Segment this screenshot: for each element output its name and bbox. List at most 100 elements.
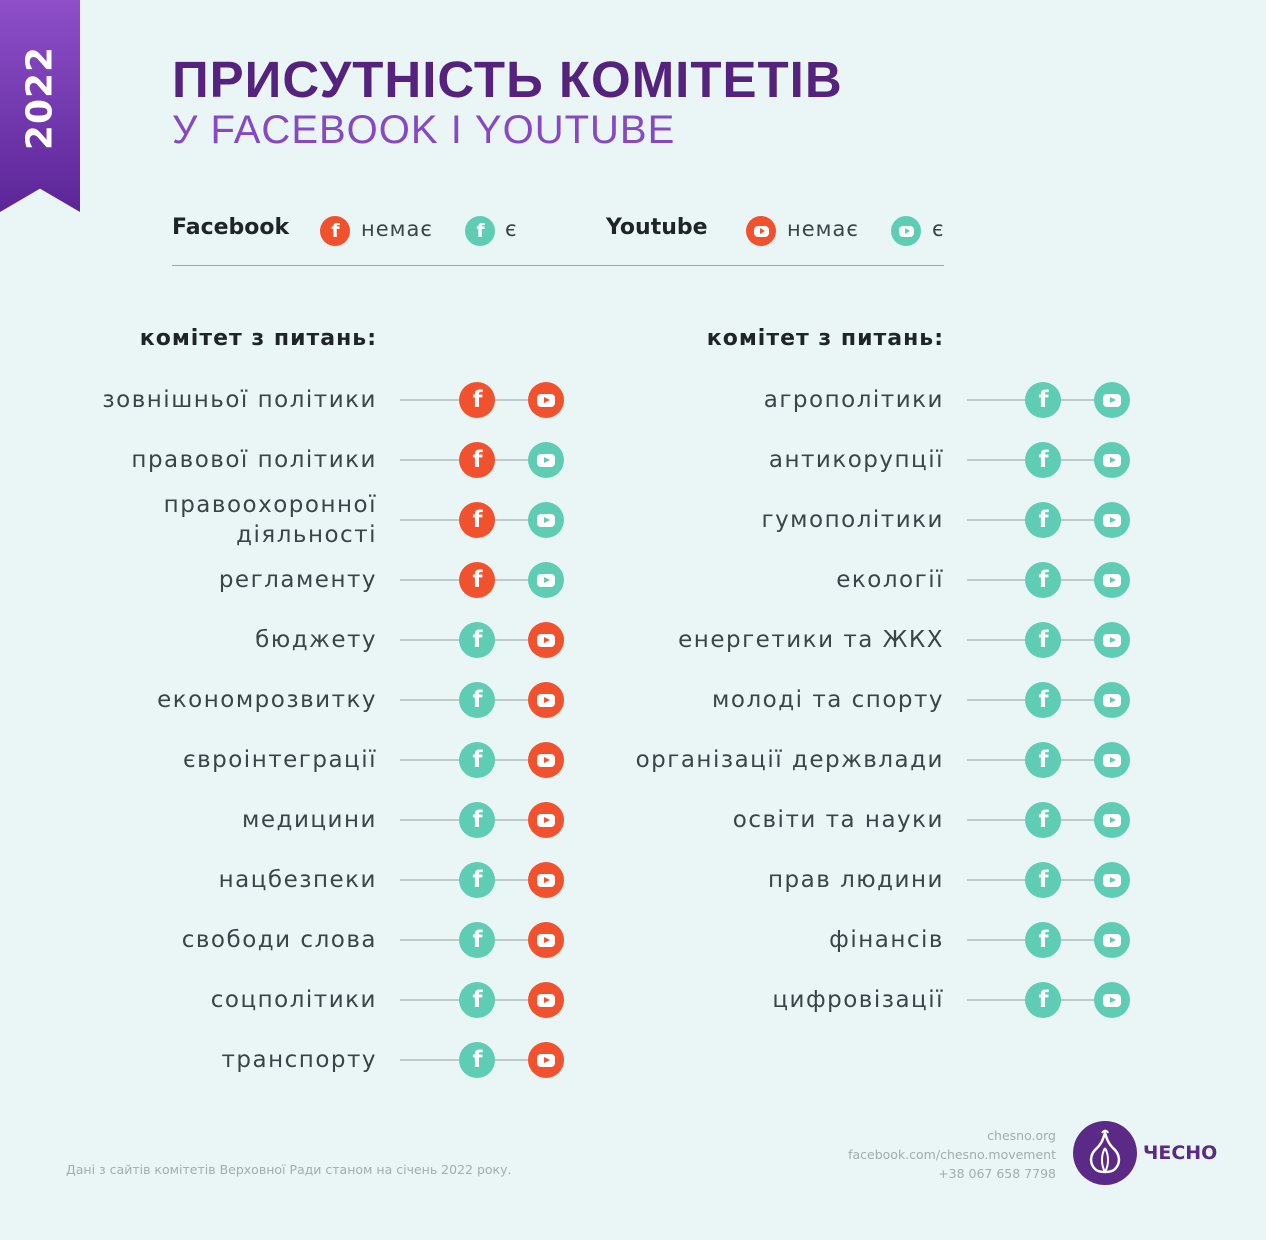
youtube-present-icon — [1094, 862, 1130, 898]
committee-name: правоохоронної діяльності — [163, 492, 377, 548]
committee-row: цифровізації f — [0, 970, 1266, 1030]
committee-name: освіти та науки — [732, 807, 944, 833]
committee-name: бюджету — [255, 627, 377, 653]
facebook-present-icon: f — [459, 922, 495, 958]
youtube-absent-icon — [528, 682, 564, 718]
committee-name: гумополітики — [761, 507, 944, 533]
legend-youtube-label: Youtube — [606, 215, 708, 240]
committee-name: енергетики та ЖКХ — [678, 627, 944, 653]
youtube-present-icon — [1094, 982, 1130, 1018]
facebook-absent-icon: f — [459, 382, 495, 418]
facebook-present-icon: f — [459, 742, 495, 778]
youtube-absent-icon — [528, 982, 564, 1018]
committee-name: соцполітики — [210, 987, 377, 1013]
committee-name: нацбезпеки — [218, 867, 377, 893]
youtube-absent-icon — [528, 382, 564, 418]
committee-row: екології f — [0, 550, 1266, 610]
youtube-present-icon — [1094, 682, 1130, 718]
committee-row: бюджету f — [0, 610, 1266, 670]
garlic-logo-icon — [1073, 1121, 1137, 1185]
facebook-present-icon: f — [1025, 862, 1061, 898]
youtube-present-icon — [1094, 562, 1130, 598]
legend-divider — [172, 265, 944, 266]
youtube-present-icon — [1094, 922, 1130, 958]
youtube-present-icon — [1094, 502, 1130, 538]
facebook-present-icon: f — [1025, 802, 1061, 838]
facebook-present-icon: f — [459, 622, 495, 658]
facebook-present-icon: f — [1025, 562, 1061, 598]
committee-name: організації держвлади — [635, 747, 944, 773]
youtube-absent-icon — [528, 862, 564, 898]
legend-youtube-present-text: є — [932, 217, 945, 241]
committee-row: прав людини f — [0, 850, 1266, 910]
committee-name: цифровізації — [772, 987, 944, 1013]
facebook-absent-icon: f — [459, 502, 495, 538]
committee-row: правової політики f — [0, 430, 1266, 490]
committee-row: молоді та спорту f — [0, 670, 1266, 730]
youtube-present-icon — [528, 442, 564, 478]
legend-facebook-label: Facebook — [172, 215, 290, 240]
committee-row: антикорупції f — [0, 430, 1266, 490]
committee-name: молоді та спорту — [712, 687, 944, 713]
right-column-heading: комітет з питань: — [706, 326, 944, 351]
source-note: Дані з сайтів комітетів Верховної Ради с… — [66, 1162, 512, 1177]
committee-row: економрозвитку f — [0, 670, 1266, 730]
committee-row: фінансів f — [0, 910, 1266, 970]
committee-name: свободи слова — [181, 927, 377, 953]
page-subtitle: У FACEBOOK І YOUTUBE — [172, 108, 676, 152]
legend-youtube-present-icon — [891, 216, 921, 246]
contacts: chesno.org facebook.com/chesno.movement … — [848, 1126, 1056, 1183]
contact-site[interactable]: chesno.org — [987, 1128, 1056, 1143]
committee-name: регламенту — [218, 567, 377, 593]
facebook-present-icon: f — [1025, 622, 1061, 658]
facebook-present-icon: f — [1025, 442, 1061, 478]
facebook-present-icon: f — [1025, 922, 1061, 958]
legend-facebook-present-icon: f — [465, 216, 495, 246]
committee-row: енергетики та ЖКХ f — [0, 610, 1266, 670]
contact-phone: +38 067 658 7798 — [938, 1166, 1056, 1181]
year-label: 2022 — [19, 45, 61, 151]
left-column-heading: комітет з питань: — [139, 326, 377, 351]
brand-name: ЧЕСНО — [1143, 1142, 1218, 1164]
facebook-present-icon: f — [459, 862, 495, 898]
youtube-present-icon — [528, 562, 564, 598]
committee-name: екології — [836, 567, 944, 593]
legend-facebook-absent-icon: f — [320, 216, 350, 246]
legend-facebook-present-text: є — [505, 217, 518, 241]
committee-name: євроінтеграції — [182, 747, 377, 773]
facebook-present-icon: f — [1025, 682, 1061, 718]
committee-row: транспорту f — [0, 1030, 1266, 1090]
facebook-present-icon: f — [459, 682, 495, 718]
page-title: ПРИСУТНІСТЬ КОМІТЕТІВ — [172, 51, 843, 108]
year-ribbon: 2022 — [0, 0, 80, 212]
committee-row: зовнішньої політики f — [0, 370, 1266, 430]
facebook-present-icon: f — [1025, 982, 1061, 1018]
facebook-present-icon: f — [459, 982, 495, 1018]
legend-youtube-absent-text: немає — [787, 217, 859, 241]
youtube-present-icon — [1094, 802, 1130, 838]
committee-name: зовнішньої політики — [102, 387, 377, 413]
facebook-present-icon: f — [1025, 502, 1061, 538]
committee-name: правової політики — [131, 447, 377, 473]
committee-name: фінансів — [829, 927, 944, 953]
committee-row: соцполітики f — [0, 970, 1266, 1030]
facebook-absent-icon: f — [459, 562, 495, 598]
youtube-present-icon — [1094, 622, 1130, 658]
committee-name: медицини — [242, 807, 377, 833]
youtube-present-icon — [1094, 382, 1130, 418]
committee-name: економрозвитку — [157, 687, 377, 713]
committee-name: агрополітики — [763, 387, 944, 413]
committee-row: гумополітики f — [0, 490, 1266, 550]
committee-row: регламенту f — [0, 550, 1266, 610]
committee-name: прав людини — [768, 867, 944, 893]
youtube-present-icon — [1094, 742, 1130, 778]
committee-row: агрополітики f — [0, 370, 1266, 430]
facebook-present-icon: f — [1025, 382, 1061, 418]
contact-facebook[interactable]: facebook.com/chesno.movement — [848, 1147, 1056, 1162]
committee-row: медицини f — [0, 790, 1266, 850]
youtube-absent-icon — [528, 1042, 564, 1078]
youtube-absent-icon — [528, 802, 564, 838]
youtube-present-icon — [528, 502, 564, 538]
facebook-present-icon: f — [459, 1042, 495, 1078]
committee-row: євроінтеграції f — [0, 730, 1266, 790]
